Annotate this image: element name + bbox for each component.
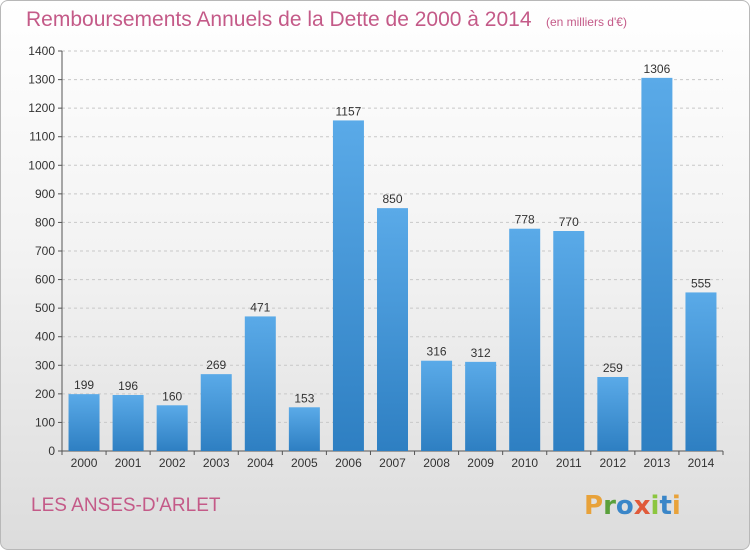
value-label-2011: 770 [559,215,579,229]
x-tick-label-2012: 2012 [599,456,626,470]
bar-2003 [200,374,232,451]
x-tick-label-2003: 2003 [203,456,230,470]
chart-title: Remboursements Annuels de la Dette de 20… [26,8,627,32]
value-label-2001: 196 [118,379,138,393]
bar-2009 [465,361,497,451]
y-tick-label: 200 [35,387,55,401]
bar-2001 [112,395,144,451]
y-tick-label: 800 [35,215,55,229]
y-tick-label: 700 [35,244,55,258]
y-tick-label: 500 [35,301,55,315]
y-tick-label: 1100 [29,130,55,144]
value-label-2014: 555 [691,276,711,290]
value-label-2005: 153 [294,391,314,405]
value-label-2002: 160 [162,389,182,403]
y-tick-label: 1400 [28,44,55,58]
value-label-2009: 312 [471,346,491,360]
x-tick-label-2010: 2010 [511,456,538,470]
y-tick-label: 600 [35,273,55,287]
y-tick-label: 1300 [28,73,55,87]
bar-2014 [685,292,717,451]
value-label-2008: 316 [427,345,447,359]
x-tick-label-2013: 2013 [644,456,671,470]
logo-letter: P [584,491,604,521]
proxiti-logo: Proxiti [584,491,681,521]
x-tick-label-2002: 2002 [159,456,186,470]
bar-2010 [509,228,541,451]
x-tick-label-2000: 2000 [71,456,98,470]
bar-2006 [332,120,364,451]
logo-letter: r [603,491,616,521]
logo-letter: i [671,491,681,521]
bar-2011 [553,231,585,451]
value-label-2000: 199 [74,378,94,392]
logo-letter: i [650,491,660,521]
bar-2002 [156,405,188,451]
x-tick-label-2014: 2014 [688,456,715,470]
bar-2000 [68,394,100,451]
value-label-2003: 269 [206,358,226,372]
y-tick-label: 100 [35,415,55,429]
bar-2012 [597,377,629,451]
y-tick-label: 900 [35,187,55,201]
bar-2004 [244,316,276,451]
labels: 0 100 200 300 400 500 600 700 800 900 1000 1100 1200… [28,44,714,470]
y-tick-label: 400 [35,330,55,344]
x-tick-label-2001: 2001 [115,456,142,470]
y-tick-label: 0 [48,444,55,458]
x-tick-label-2007: 2007 [379,456,406,470]
value-label-2013: 1306 [644,62,671,76]
y-tick-label: 1000 [28,158,55,172]
value-label-2010: 778 [515,213,535,227]
value-label-2006: 1157 [336,104,362,118]
chart-title-main: Remboursements Annuels de la Dette de 20… [26,8,532,31]
y-tick-label: 1200 [28,101,55,115]
bar-2008 [421,360,453,451]
bar-2005 [288,407,320,451]
x-tick-label-2009: 2009 [467,456,494,470]
x-tick-label-2004: 2004 [247,456,274,470]
bar-2007 [377,208,408,451]
x-tick-label-2011: 2011 [556,456,582,470]
x-tick-label-2006: 2006 [335,456,362,470]
bars [68,77,717,451]
x-tick-label-2008: 2008 [423,456,450,470]
value-label-2004: 471 [250,300,270,314]
value-label-2012: 259 [603,361,623,375]
chart-title-unit: (en milliers d'€) [545,15,627,29]
logo-letter: t [659,491,672,521]
bar-2013 [641,77,673,451]
logo-letter: x [633,491,651,521]
y-tick-label: 300 [35,358,55,372]
logo-letter: o [615,491,634,521]
value-label-2007: 850 [382,192,402,206]
x-tick-label-2005: 2005 [291,456,318,470]
commune-name: LES ANSES-D'ARLET [31,495,221,516]
